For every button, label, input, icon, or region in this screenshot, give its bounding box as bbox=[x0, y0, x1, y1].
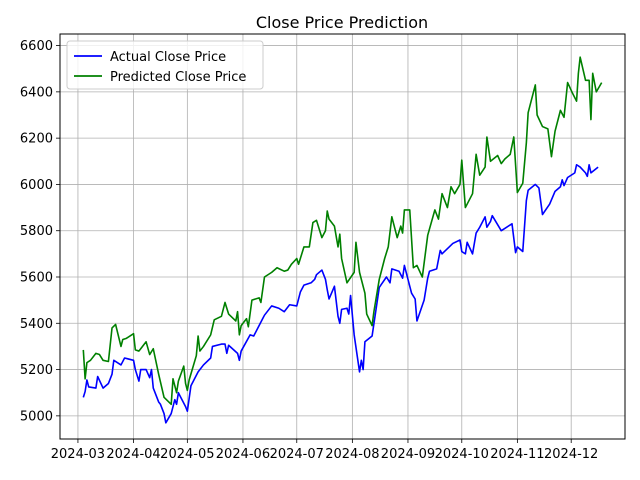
x-tick-label: 2024-06 bbox=[216, 447, 270, 462]
x-tick-label: 2024-09 bbox=[381, 447, 435, 462]
y-tick-label: 5000 bbox=[20, 409, 53, 424]
legend: Actual Close Price Predicted Close Price bbox=[66, 40, 264, 90]
y-tick-label: 5800 bbox=[20, 224, 53, 239]
y-tick-label: 6000 bbox=[20, 178, 53, 193]
y-tick-label: 6200 bbox=[20, 132, 53, 147]
x-tick-label: 2024-03 bbox=[51, 447, 105, 462]
legend-label-actual: Actual Close Price bbox=[110, 50, 226, 65]
x-axis-ticks: 2024-03 2024-04 2024-05 2024-06 2024-07 2024-… bbox=[51, 439, 598, 462]
plot-frame bbox=[59, 33, 626, 440]
y-axis-ticks: 5000 5200 5400 5600 5800 6000 6200 6400 6600 bbox=[20, 39, 60, 424]
x-tick-label: 2024-05 bbox=[160, 447, 214, 462]
x-tick-label: 2024-04 bbox=[106, 447, 160, 462]
x-tick-label: 2024-10 bbox=[435, 447, 489, 462]
legend-box bbox=[66, 40, 264, 90]
y-tick-label: 5400 bbox=[20, 317, 53, 332]
series-line-actual bbox=[82, 163, 599, 424]
x-tick-label: 2024-08 bbox=[325, 447, 379, 462]
x-tick-label: 2024-12 bbox=[544, 447, 598, 462]
x-tick-label: 2024-07 bbox=[270, 447, 324, 462]
series-lines bbox=[82, 56, 603, 424]
y-tick-label: 6600 bbox=[20, 39, 53, 54]
legend-label-predicted: Predicted Close Price bbox=[110, 70, 246, 85]
y-tick-label: 6400 bbox=[20, 85, 53, 100]
x-tick-label: 2024-11 bbox=[490, 447, 544, 462]
series-line-predicted bbox=[82, 56, 603, 406]
y-tick-label: 5600 bbox=[20, 271, 53, 286]
chart-title: Close Price Prediction bbox=[256, 13, 428, 32]
y-tick-label: 5200 bbox=[20, 363, 53, 378]
